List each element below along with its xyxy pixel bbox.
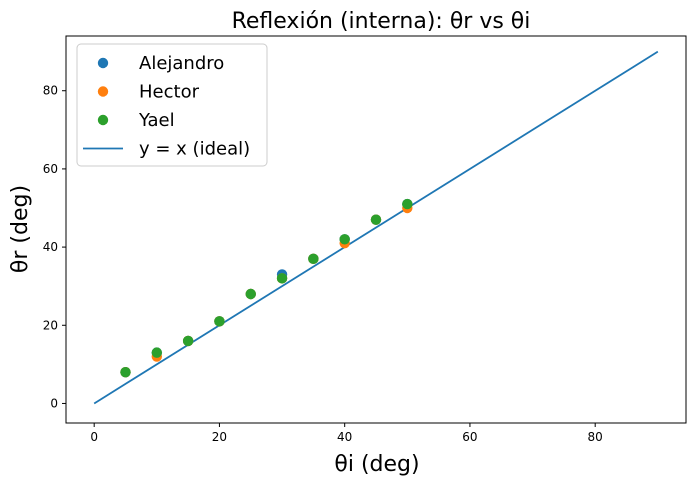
x-tick-label: 40 [337,430,352,444]
point-yael [120,366,131,378]
y-tick-label: 0 [50,396,58,410]
point-yael [182,335,194,347]
point-yael [214,316,225,327]
legend-label-y-x-ideal-: y = x (ideal) [139,139,250,160]
legend: Alejandro Hector Yael y = x (ideal) [76,43,268,167]
point-yael [151,347,163,358]
legend-marker-yael [97,114,109,126]
chart-title: Reflexión (interna): θr vs θi [232,9,531,34]
legend-label-yael: Yael [138,110,175,131]
point-yael [245,288,256,300]
x-tick-label: 20 [212,430,227,444]
legend-marker-hector [97,86,109,97]
x-axis-label: θi (deg) [334,452,419,477]
y-tick-label: 40 [43,240,58,254]
axes-frame [65,35,687,424]
legend-box [76,43,268,167]
x-tick-label: 0 [90,430,98,444]
legend-label-hector: Hector [139,82,200,103]
y-tick-label: 80 [43,84,58,98]
point-yael [370,214,382,225]
y-tick-label: 60 [43,162,58,176]
point-yael [402,198,413,210]
plot-area [93,50,659,405]
legend-marker-alejandro [97,57,109,69]
point-yael [276,273,288,284]
legend-label-alejandro: Alejandro [139,53,224,74]
x-tick-label: 60 [462,430,477,444]
y-axis-label: θr (deg) [8,185,33,273]
x-tick-label: 80 [588,430,603,444]
y-tick-label: 20 [43,318,58,332]
point-yael [308,253,319,265]
axes: 0 20 40 60 80 0 20 40 60 80 [43,35,687,444]
point-yael [339,234,350,245]
